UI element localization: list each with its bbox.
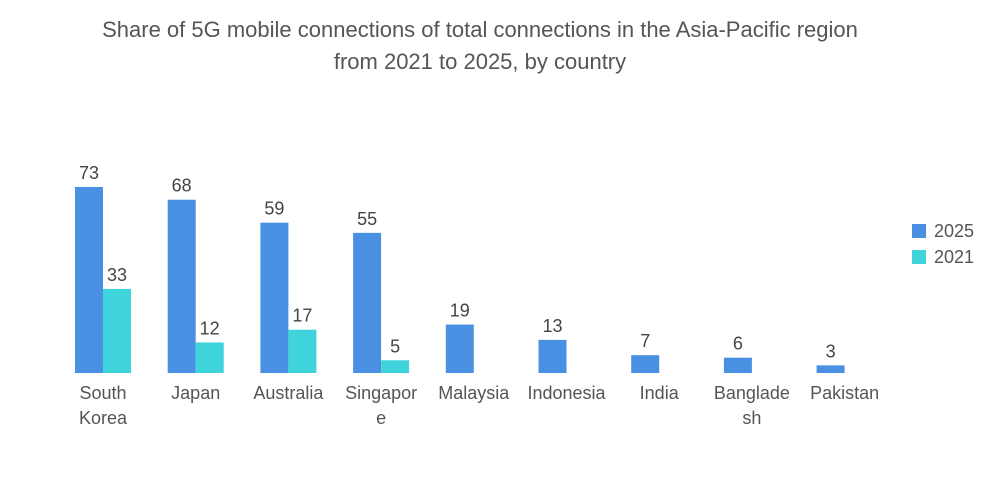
data-label-southkorea-2021: 33 (107, 265, 127, 285)
data-label-japan-2021: 12 (200, 318, 220, 338)
category-label-bangladesh-line-2: sh (742, 408, 761, 428)
bar-southkorea-2025 (75, 187, 103, 373)
legend-item-2021: 2021 (912, 244, 974, 270)
data-label-japan-2025: 68 (172, 176, 192, 196)
bar-australia-2025 (260, 222, 289, 373)
category-label-india: India (640, 383, 680, 403)
bar-southkorea-2021 (103, 288, 131, 373)
bar-japan-2025 (167, 199, 196, 373)
data-label-singapore-2025: 55 (357, 209, 377, 229)
data-label-singapore-2021: 5 (390, 336, 400, 356)
bar-indonesia-2025 (538, 339, 567, 373)
data-label-india-2025: 7 (640, 331, 650, 351)
bar-india-2025 (631, 355, 660, 373)
chart-title: Share of 5G mobile connections of total … (40, 14, 920, 78)
category-label-southkorea-line-2: Korea (79, 408, 128, 428)
data-label-bangladesh-2025: 6 (733, 334, 743, 354)
data-label-australia-2021: 17 (292, 306, 312, 326)
legend-swatch-2021 (912, 250, 926, 264)
bar-malaysia-2025 (445, 324, 474, 373)
category-label-singapore-line-1: Singapor (345, 383, 417, 403)
chart-title-line-2: from 2021 to 2025, by country (333, 49, 627, 74)
category-label-singapore-line-2: e (376, 408, 386, 428)
category-label-indonesia: Indonesia (527, 383, 606, 403)
legend: 2025 2021 (912, 218, 974, 270)
data-label-australia-2025: 59 (264, 199, 284, 219)
bar-australia-2021 (288, 329, 317, 373)
data-label-malaysia-2025: 19 (450, 301, 470, 321)
category-label-bangladesh-line-1: Banglade (714, 383, 790, 403)
legend-item-2025: 2025 (912, 218, 974, 244)
bar-singapore-2025 (353, 232, 382, 373)
legend-label-2021: 2021 (934, 246, 975, 267)
bar-singapore-2021 (381, 360, 410, 373)
bar-pakistan-2025 (816, 365, 845, 373)
category-label-japan: Japan (171, 383, 220, 403)
category-label-australia: Australia (253, 383, 324, 403)
bar-japan-2021 (195, 342, 224, 373)
data-label-pakistan-2025: 3 (826, 341, 836, 361)
category-label-pakistan: Pakistan (810, 383, 879, 403)
legend-label-2025: 2025 (934, 220, 975, 241)
chart-title-line-1: Share of 5G mobile connections of total … (102, 17, 858, 42)
legend-swatch-2025 (912, 224, 926, 238)
category-label-malaysia: Malaysia (438, 383, 510, 403)
bar-bangladesh-2025 (723, 357, 752, 373)
data-label-indonesia-2025: 13 (542, 316, 562, 336)
category-label-southkorea-line-1: South (79, 383, 126, 403)
data-label-southkorea-2025: 73 (79, 163, 99, 183)
